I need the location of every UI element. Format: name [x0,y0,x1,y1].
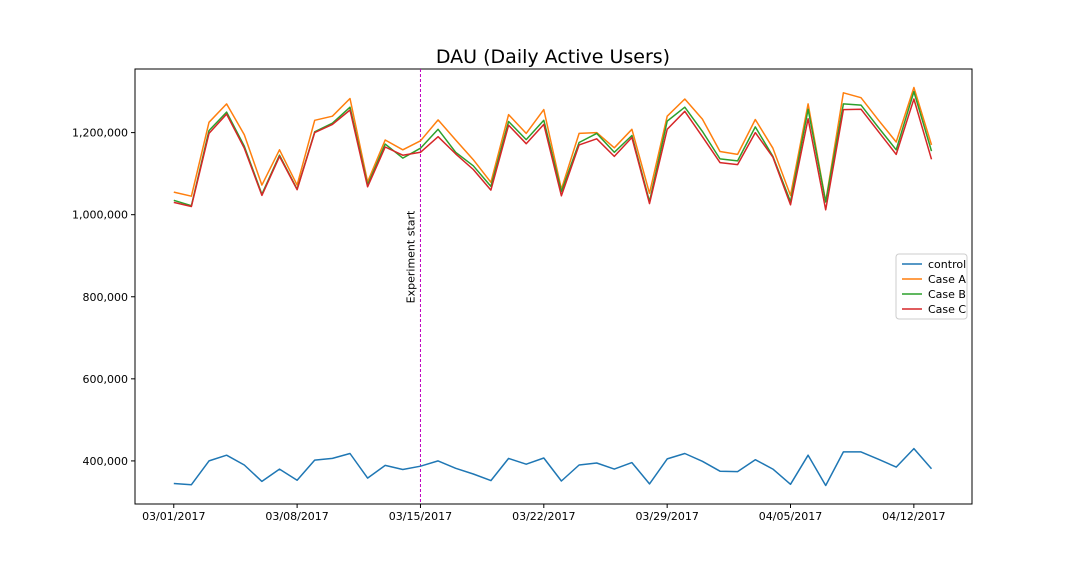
series-line-control [174,449,932,486]
y-tick-label: 800,000 [83,291,129,304]
x-tick-label: 03/29/2017 [635,510,698,523]
series-layer [174,88,932,486]
y-tick-label: 1,000,000 [72,209,128,222]
legend-label: Case C [928,303,966,316]
x-tick-label: 03/01/2017 [142,510,205,523]
series-line-case-a [174,88,932,202]
y-tick-label: 400,000 [83,455,129,468]
y-tick-label: 600,000 [83,373,129,386]
x-tick-label: 03/08/2017 [265,510,328,523]
x-tick-label: 04/12/2017 [882,510,945,523]
legend-label: Case B [928,288,966,301]
annotation-layer: Experiment start [404,69,420,504]
x-tick-label: 03/15/2017 [389,510,452,523]
chart-title: DAU (Daily Active Users) [436,46,670,68]
x-axis: 03/01/2017 03/08/2017 03/15/2017 03/22/2017… [142,504,945,523]
x-tick-label: 03/22/2017 [512,510,575,523]
legend-label: Case A [928,273,966,286]
experiment-start-label: Experiment start [404,210,417,303]
legend-label: control [928,258,966,271]
y-tick-label: 1,200,000 [72,127,128,140]
x-tick-label: 04/05/2017 [759,510,822,523]
legend: control Case A Case B Case C [896,254,967,319]
plot-area-frame [135,69,972,504]
y-axis: 400,000 600,000 800,000 1,000,000 1,200,000 [72,127,135,468]
